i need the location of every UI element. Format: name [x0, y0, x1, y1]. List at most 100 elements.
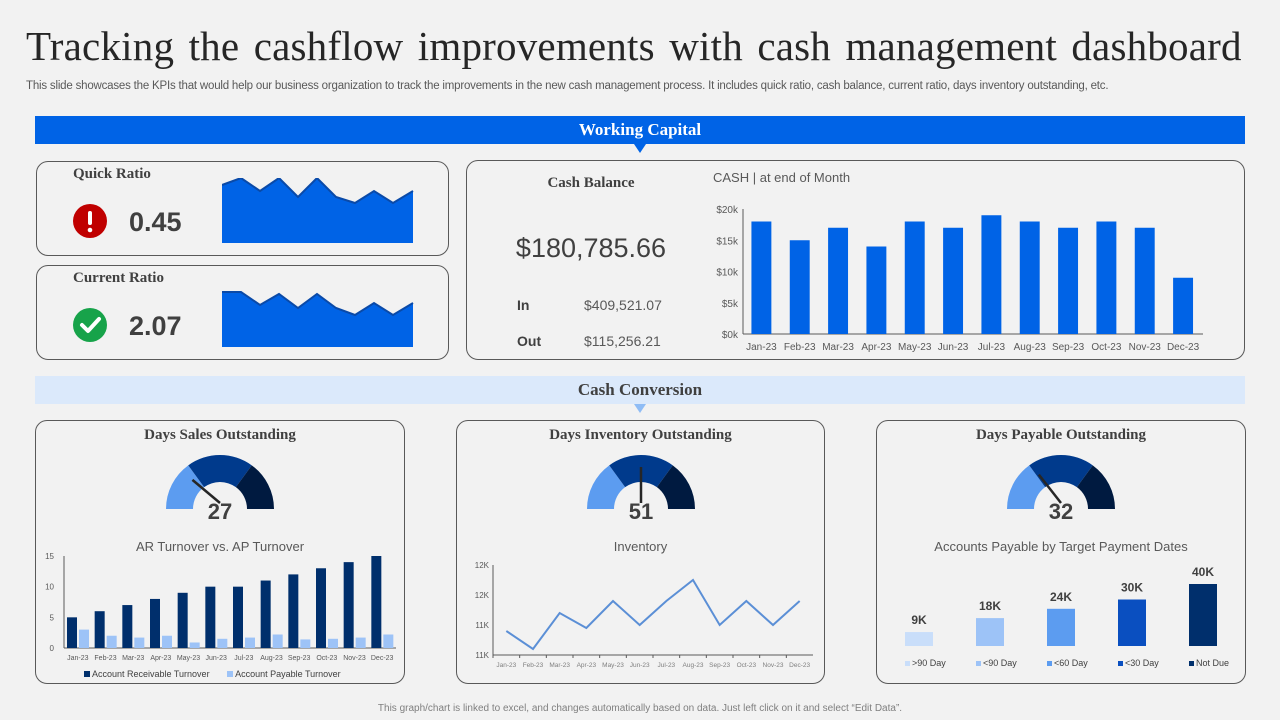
svg-text:$0k: $0k: [722, 330, 739, 341]
footer-note: This graph/chart is linked to excel, and…: [377, 703, 903, 714]
current-ratio-card[interactable]: Current Ratio 2.07: [36, 265, 449, 360]
current-ratio-title: Current Ratio: [73, 270, 164, 286]
svg-text:24K: 24K: [1050, 590, 1072, 604]
page-title: Tracking the cashflow improvements with …: [26, 23, 1242, 69]
svg-text:Sep-23: Sep-23: [709, 662, 730, 669]
svg-text:40K: 40K: [1192, 565, 1214, 579]
legend-label-ar: Account Receivable Turnover: [92, 669, 210, 679]
cash-in-label: In: [517, 297, 530, 313]
dpo-title: Days Payable Outstanding: [975, 427, 1147, 443]
ar-ap-legend: Account Receivable Turnover Account Paya…: [84, 669, 341, 679]
check-icon: [73, 308, 107, 342]
svg-text:Jan-23: Jan-23: [67, 655, 89, 662]
section-working-capital: Working Capital: [35, 116, 1245, 144]
svg-text:Jul-23: Jul-23: [234, 655, 253, 662]
svg-text:Mar-23: Mar-23: [122, 655, 144, 662]
svg-text:Aug-23: Aug-23: [1014, 342, 1047, 353]
svg-text:Sep-23: Sep-23: [288, 655, 311, 662]
svg-text:12K: 12K: [475, 591, 490, 600]
svg-text:Oct-23: Oct-23: [737, 662, 757, 669]
cash-out-value: $115,256.21: [584, 333, 661, 349]
quick-ratio-title: Quick Ratio: [73, 166, 151, 182]
current-ratio-sparkline: [222, 291, 414, 347]
svg-text:Not Due: Not Due: [1196, 658, 1229, 668]
dpo-value: 32: [1048, 499, 1074, 524]
svg-text:May-23: May-23: [898, 342, 932, 353]
svg-text:Mar-23: Mar-23: [549, 662, 570, 669]
svg-text:Aug-23: Aug-23: [260, 655, 283, 662]
ap-dates-bar-chart[interactable]: 9K >90 Day 18K <90 Day 24K <60 Day 30K <30 Day 4…: [881, 561, 1243, 676]
svg-text:Apr-23: Apr-23: [577, 662, 597, 669]
svg-text:Dec-23: Dec-23: [371, 655, 394, 662]
svg-text:<90 Day: <90 Day: [983, 658, 1017, 668]
ar-ap-bar-chart[interactable]: 0 5 10 15 Jan-23 Feb-23 Mar-23 Apr-23 May-23 Jun-…: [40, 551, 402, 669]
cash-balance-total: $180,785.66: [515, 233, 667, 263]
svg-text:<30 Day: <30 Day: [1125, 658, 1159, 668]
svg-text:$5k: $5k: [722, 299, 739, 310]
svg-text:Jul-23: Jul-23: [978, 342, 1006, 353]
cash-balance-card[interactable]: Cash Balance $180,785.66 In $409,521.07 O…: [466, 160, 1245, 360]
svg-text:May-23: May-23: [177, 655, 200, 662]
quick-ratio-value: 0.45: [129, 207, 182, 237]
cash-chart-title: CASH | at end of Month: [713, 170, 851, 185]
svg-text:Nov-23: Nov-23: [343, 655, 366, 662]
svg-text:Feb-23: Feb-23: [94, 655, 116, 662]
dio-card[interactable]: Days Inventory Outstanding 51 Inventory …: [456, 420, 825, 684]
svg-text:Mar-23: Mar-23: [822, 342, 854, 353]
current-ratio-value: 2.07: [129, 311, 182, 341]
svg-text:<60 Day: <60 Day: [1054, 658, 1088, 668]
svg-text:11K: 11K: [475, 621, 489, 630]
gauge-dial-icon: [587, 455, 695, 509]
section-pointer: [634, 404, 646, 413]
inventory-line-chart[interactable]: 11K 11K 12K 12K Jan-23 Feb-23 Mar-23 Apr-23 May-…: [461, 557, 821, 677]
gauge-dial-icon: [166, 455, 274, 509]
svg-text:Feb-23: Feb-23: [784, 342, 816, 353]
dpo-gauge: 32: [1007, 453, 1115, 563]
section-pointer: [634, 144, 646, 153]
dio-gauge: 51: [587, 453, 695, 563]
svg-text:Oct-23: Oct-23: [316, 655, 337, 662]
svg-text:5: 5: [50, 613, 55, 622]
section-cash-conversion: Cash Conversion: [35, 376, 1245, 404]
dso-gauge: 27: [166, 453, 274, 563]
cash-out-row: Out $115,256.21: [517, 333, 661, 349]
gauge-dial-icon: [1007, 455, 1115, 509]
svg-text:15: 15: [45, 552, 54, 561]
dpo-card[interactable]: Days Payable Outstanding 32 Accounts Pay…: [876, 420, 1246, 684]
cash-in-value: $409,521.07: [584, 297, 662, 313]
svg-text:Apr-23: Apr-23: [150, 655, 171, 662]
svg-text:Apr-23: Apr-23: [861, 342, 891, 353]
svg-text:9K: 9K: [911, 613, 927, 627]
dso-value: 27: [207, 499, 233, 524]
svg-text:11K: 11K: [475, 651, 489, 660]
svg-text:Jul-23: Jul-23: [657, 662, 675, 669]
svg-text:Nov-23: Nov-23: [1129, 342, 1162, 353]
svg-text:0: 0: [50, 644, 55, 653]
quick-ratio-sparkline: [222, 178, 414, 243]
svg-text:Nov-23: Nov-23: [763, 662, 784, 669]
quick-ratio-card[interactable]: Quick Ratio 0.45: [36, 161, 449, 256]
page-subtitle: This slide showcases the KPIs that would…: [26, 80, 1109, 92]
svg-text:Jun-23: Jun-23: [205, 655, 227, 662]
svg-text:Dec-23: Dec-23: [789, 662, 810, 669]
svg-text:10: 10: [45, 583, 54, 592]
legend-label-ap: Account Payable Turnover: [235, 669, 341, 679]
legend-swatch-ar: [84, 671, 90, 677]
cash-bar-chart[interactable]: $0k $5k $10k $15k $20k Jan-23 Feb-23 Mar-23 Apr-…: [703, 197, 1243, 357]
svg-text:$20k: $20k: [716, 205, 739, 216]
svg-text:Jan-23: Jan-23: [496, 662, 516, 669]
svg-text:Sep-23: Sep-23: [1052, 342, 1085, 353]
cash-balance-title: Cash Balance: [547, 175, 635, 191]
alert-icon: [73, 204, 107, 238]
svg-text:$15k: $15k: [716, 236, 739, 247]
svg-text:$10k: $10k: [716, 268, 739, 279]
svg-text:12K: 12K: [475, 561, 490, 570]
svg-text:Aug-23: Aug-23: [683, 662, 704, 669]
svg-text:May-23: May-23: [602, 662, 624, 669]
dso-card[interactable]: Days Sales Outstanding 27 AR Turnover vs…: [35, 420, 405, 684]
ar-ap-chart-title: AR Turnover vs. AP Turnover: [135, 539, 305, 554]
dio-value: 51: [628, 499, 654, 524]
svg-text:18K: 18K: [979, 599, 1001, 613]
ap-dates-chart-title: Accounts Payable by Target Payment Dates: [934, 539, 1188, 554]
svg-text:Jun-23: Jun-23: [630, 662, 650, 669]
